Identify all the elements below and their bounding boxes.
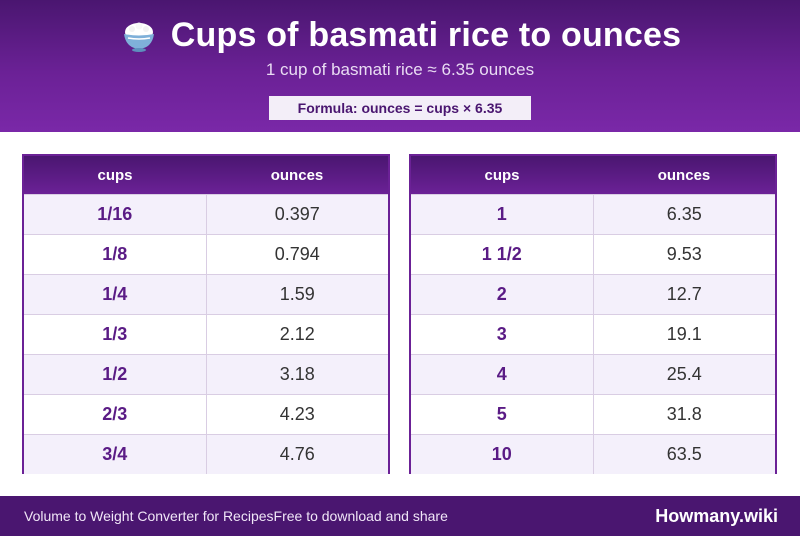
ounces-cell: 19.1 <box>666 324 702 344</box>
ounces-cell: 25.4 <box>666 364 702 384</box>
table-row: 2/3 4.23 <box>24 394 388 434</box>
table-row: 1/4 1.59 <box>24 274 388 314</box>
table-row: 3/4 4.76 <box>24 434 388 474</box>
rice-bowl-icon <box>119 15 159 55</box>
cups-cell: 1/16 <box>24 195 207 234</box>
footer-text: Volume to Weight Converter for RecipesFr… <box>24 508 448 524</box>
cups-cell: 1 1/2 <box>411 235 594 274</box>
cups-cell: 2/3 <box>24 395 207 434</box>
table-row: 4 25.4 <box>411 354 775 394</box>
ounces-cell: 9.53 <box>666 244 702 264</box>
table-row: 3 19.1 <box>411 314 775 354</box>
ounces-cell: 0.794 <box>274 244 320 264</box>
table-row: 1/3 2.12 <box>24 314 388 354</box>
ounces-cell: 6.35 <box>666 204 702 224</box>
ounces-cell: 4.23 <box>279 404 315 424</box>
ounces-cell: 1.59 <box>279 284 315 304</box>
cups-cell: 4 <box>411 355 594 394</box>
formula-badge: Formula: ounces = cups × 6.35 <box>269 96 531 120</box>
column-header-cups: cups <box>484 166 520 184</box>
table-row: 1 1/2 9.53 <box>411 234 775 274</box>
cups-cell: 1/2 <box>24 355 207 394</box>
cups-cell: 2 <box>411 275 594 314</box>
table-body: 1/16 0.397 1/8 0.794 1/4 1.59 1/3 2.12 1/2 3.… <box>24 194 388 474</box>
ounces-cell: 63.5 <box>666 444 702 464</box>
ounces-cell: 4.76 <box>279 444 315 464</box>
page-subtitle: 1 cup of basmati rice ≈ 6.35 ounces <box>265 60 535 79</box>
table-header: cups ounces <box>411 156 775 194</box>
column-header-ounces: ounces <box>657 166 711 184</box>
page-title: Cups of basmati rice to ounces <box>170 15 682 54</box>
conversion-table-left: cups ounces 1/16 0.397 1/8 0.794 1/4 1.59 1… <box>22 154 390 474</box>
column-header-ounces: ounces <box>270 166 324 184</box>
table-row: 1 6.35 <box>411 194 775 234</box>
cups-cell: 1/4 <box>24 275 207 314</box>
cups-cell: 10 <box>411 435 594 474</box>
ounces-cell: 3.18 <box>279 364 315 384</box>
ounces-cell: 0.397 <box>274 204 320 224</box>
brand-link[interactable]: Howmany.wiki <box>655 505 778 526</box>
cups-cell: 1/3 <box>24 315 207 354</box>
table-row: 2 12.7 <box>411 274 775 314</box>
ounces-cell: 31.8 <box>666 404 702 424</box>
cups-cell: 3/4 <box>24 435 207 474</box>
table-row: 1/16 0.397 <box>24 194 388 234</box>
cups-cell: 1 <box>411 195 594 234</box>
ounces-cell: 12.7 <box>666 284 702 304</box>
table-header: cups ounces <box>24 156 388 194</box>
cups-cell: 5 <box>411 395 594 434</box>
table-row: 5 31.8 <box>411 394 775 434</box>
cups-cell: 3 <box>411 315 594 354</box>
ounces-cell: 2.12 <box>279 324 315 344</box>
title-row: Cups of basmati rice to ounces <box>0 14 800 56</box>
table-row: 1/2 3.18 <box>24 354 388 394</box>
table-body: 1 6.35 1 1/2 9.53 2 12.7 3 19.1 4 25.4 5 31.8 … <box>411 194 775 474</box>
table-row: 1/8 0.794 <box>24 234 388 274</box>
table-row: 10 63.5 <box>411 434 775 474</box>
header-banner: Cups of basmati rice to ounces 1 cup of … <box>0 0 800 132</box>
cups-cell: 1/8 <box>24 235 207 274</box>
footer-bar: Volume to Weight Converter for RecipesFr… <box>0 496 800 536</box>
column-header-cups: cups <box>97 166 133 184</box>
conversion-table-right: cups ounces 1 6.35 1 1/2 9.53 2 12.7 3 19.1 … <box>409 154 777 474</box>
